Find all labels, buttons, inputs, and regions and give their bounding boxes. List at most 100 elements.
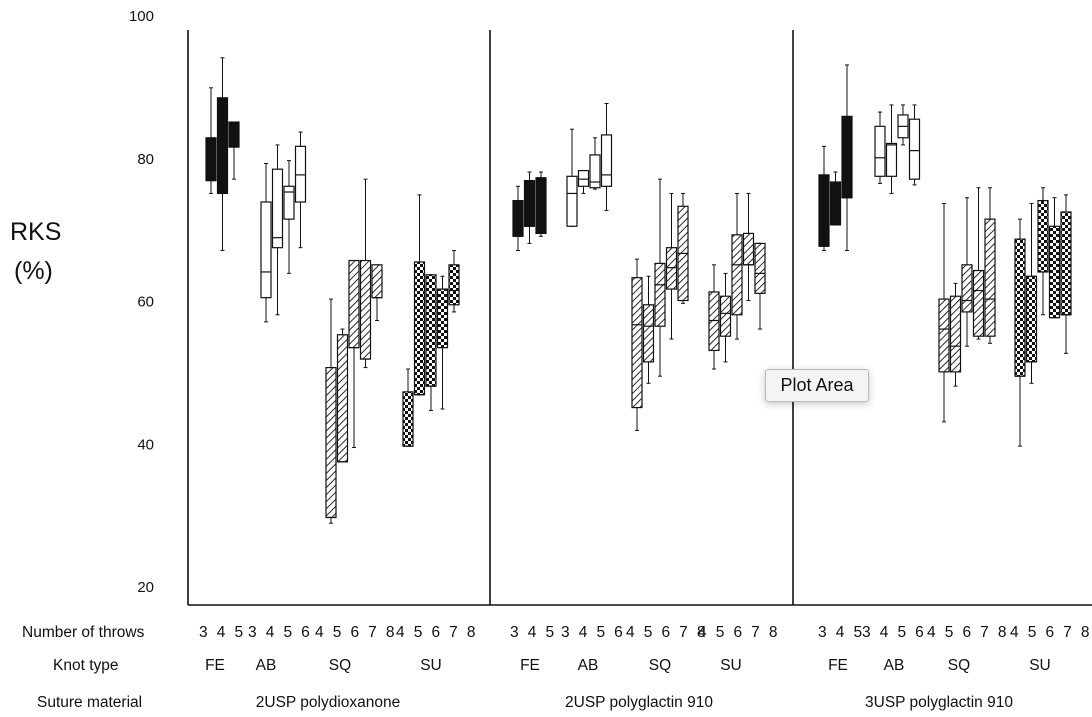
box-plot-item — [577, 169, 590, 194]
knot-type-label: AB — [884, 657, 905, 674]
knot-type-label: SU — [720, 657, 742, 674]
throws-label: 4 5 6 7 8 — [698, 624, 780, 641]
knot-type-label: FE — [520, 657, 540, 674]
box — [425, 274, 437, 387]
y-tick-label: 40 — [137, 436, 154, 453]
box — [512, 199, 524, 237]
box-plot-item — [642, 275, 655, 384]
box-plot-item — [829, 171, 842, 226]
throws-label: 3 4 5 — [510, 624, 556, 641]
box — [708, 291, 720, 352]
box — [577, 169, 590, 187]
box-plot-item — [841, 64, 853, 252]
box-plot-item — [972, 187, 985, 340]
box — [600, 134, 613, 187]
knot-type-label: FE — [205, 657, 225, 674]
y-axis-label-line2: (%) — [14, 257, 53, 285]
throws-label: 3 4 5 6 — [248, 624, 312, 641]
box-plot-item — [631, 258, 643, 431]
box-plot-item — [665, 192, 678, 340]
throws-label: 3 4 5 6 — [561, 624, 625, 641]
box — [294, 145, 307, 203]
box — [260, 201, 272, 299]
box-plot-item — [708, 264, 720, 370]
knot-type-label: SQ — [329, 657, 351, 674]
box — [205, 137, 217, 182]
box-plot-item — [589, 137, 601, 190]
box-plot-item — [348, 259, 360, 449]
box — [448, 264, 460, 306]
box — [908, 118, 921, 180]
box — [654, 262, 666, 327]
plot-area[interactable] — [205, 57, 1072, 524]
box-plot-item — [654, 178, 666, 377]
box — [325, 366, 337, 519]
box-plot-item — [425, 274, 437, 411]
box-plot-item — [1060, 194, 1072, 354]
throws-label: 3 4 5 — [818, 624, 864, 641]
row-label-material: Suture material — [37, 694, 142, 711]
box — [436, 288, 449, 349]
throws-label: 4 5 6 7 8 — [1010, 624, 1092, 641]
suture-material-label: 3USP polyglactin 910 — [865, 694, 1013, 711]
box-plot-item — [271, 144, 284, 316]
knot-type-label: SQ — [948, 657, 970, 674]
box — [742, 232, 755, 266]
box — [1037, 199, 1049, 273]
box — [818, 174, 830, 247]
box-plot-item — [731, 192, 743, 340]
box — [874, 125, 886, 177]
throws-label: 4 5 6 7 8 — [927, 624, 1009, 641]
box-plot-item — [949, 282, 962, 387]
knot-type-label: SU — [1029, 657, 1051, 674]
box — [949, 295, 962, 373]
throws-label: 4 5 6 7 8 — [626, 624, 708, 641]
box — [719, 295, 732, 337]
box — [283, 185, 295, 220]
box-plot-item — [283, 160, 295, 274]
throws-label: 3 4 5 — [199, 624, 245, 641]
box-plot-item — [294, 131, 307, 249]
box-plot-item — [325, 298, 337, 524]
box-plot-item — [216, 57, 229, 252]
box — [589, 154, 601, 189]
row-label-knot: Knot type — [53, 657, 119, 674]
box — [566, 175, 578, 227]
box — [938, 298, 950, 373]
box-plot-item — [885, 104, 898, 194]
plot-frame — [187, 30, 1092, 606]
box-plot-item — [742, 192, 755, 301]
box-plot-item — [228, 121, 240, 180]
box-plot-item — [523, 171, 536, 244]
row-label-throws: Number of throws — [22, 624, 145, 641]
knot-type-label: SU — [420, 657, 442, 674]
box — [984, 218, 996, 337]
knot-type-label: AB — [578, 657, 599, 674]
box — [665, 247, 678, 290]
y-axis-label-line1: RKS — [10, 218, 61, 246]
box — [972, 269, 985, 337]
category-labels: 2USP polydioxanone FE 3 4 5 AB 3 4 5 6 SQ 4 5 … — [199, 624, 1092, 711]
box-plot-item — [908, 104, 921, 186]
box-plot-item — [1048, 197, 1061, 319]
box — [642, 304, 655, 363]
box — [631, 277, 643, 409]
box — [216, 97, 229, 195]
box-plot-item — [984, 187, 996, 344]
y-tick-label: 80 — [137, 151, 154, 168]
box — [885, 142, 898, 177]
box-plot-item — [874, 111, 886, 184]
box-plot-item — [260, 162, 272, 323]
throws-label: 4 5 6 7 8 — [396, 624, 478, 641]
box-plot-item — [897, 104, 909, 146]
box — [754, 242, 766, 294]
box-plot-item — [205, 87, 217, 194]
box-plot-item — [336, 328, 349, 463]
box — [1048, 225, 1061, 319]
box-plot-item — [754, 242, 766, 330]
box-plot-item — [600, 103, 613, 212]
box — [731, 234, 743, 316]
knot-type-label: SQ — [649, 657, 671, 674]
box-plot-item — [1025, 202, 1038, 384]
